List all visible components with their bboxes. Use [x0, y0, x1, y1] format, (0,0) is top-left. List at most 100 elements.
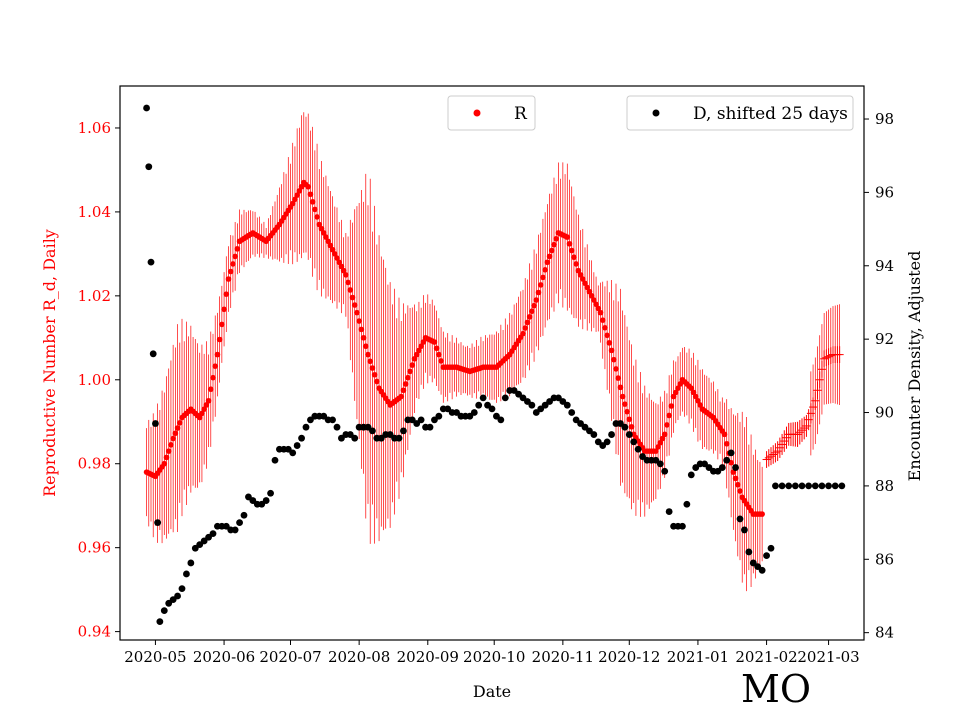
r-point — [737, 488, 743, 494]
r-point — [624, 408, 630, 415]
right-tick-label: 90 — [875, 404, 894, 422]
d-point — [791, 482, 799, 490]
r-point — [365, 351, 371, 358]
d-point — [630, 438, 638, 446]
d-point — [152, 420, 159, 427]
r-point — [416, 347, 422, 354]
legend-d-label: D, shifted 25 days — [693, 104, 848, 124]
d-point — [209, 530, 217, 538]
d-point — [656, 460, 664, 468]
r-point — [666, 412, 672, 419]
r-point — [318, 225, 325, 232]
x-axis-label: Date — [473, 682, 511, 701]
d-point — [590, 431, 598, 438]
r-point — [653, 448, 659, 454]
d-point — [369, 427, 376, 435]
d-point — [818, 482, 826, 490]
r-point — [323, 234, 329, 240]
r-point — [407, 368, 413, 375]
r-point — [207, 386, 214, 393]
r-point — [628, 423, 635, 430]
d-point — [838, 482, 846, 490]
left-tick-label: 0.94 — [78, 623, 111, 641]
r-point — [172, 430, 179, 437]
d-point — [568, 409, 576, 416]
d-point — [298, 434, 305, 442]
d-point — [149, 350, 157, 358]
left-tick-label: 1.00 — [78, 371, 111, 389]
r-point — [227, 268, 234, 275]
r-point — [320, 230, 327, 236]
r-point — [564, 234, 571, 240]
d-point — [147, 258, 155, 266]
r-point — [622, 401, 628, 407]
r-point — [327, 242, 334, 249]
r-point — [588, 293, 595, 299]
r-point — [170, 435, 176, 442]
x-tick-label: 2021-02 — [735, 648, 797, 666]
d-point — [831, 482, 839, 490]
x-axis: 2020-05 2020-06 2020-07 2020-08 2020-09 2020-… — [124, 640, 860, 666]
r-point — [309, 199, 316, 205]
d-point — [240, 511, 248, 519]
r-point — [695, 397, 701, 404]
d-point — [435, 412, 443, 420]
r-point — [595, 305, 602, 312]
right-axis-label: Encounter Density, Adjusted — [905, 251, 924, 482]
right-tick-label: 88 — [875, 477, 894, 495]
d-point — [665, 508, 673, 515]
r-point — [196, 414, 203, 421]
r-point — [336, 259, 343, 266]
r-point — [347, 287, 354, 293]
r-point — [305, 183, 312, 190]
r-point — [721, 431, 728, 438]
r-point — [568, 247, 575, 254]
r-point — [343, 272, 349, 278]
d-point — [811, 482, 819, 490]
r-point — [356, 318, 362, 324]
right-tick-label: 98 — [875, 110, 894, 128]
r-point — [542, 267, 548, 273]
d-point — [732, 464, 739, 471]
r-point — [161, 460, 168, 467]
r-point — [582, 280, 588, 287]
r-point — [199, 410, 205, 417]
r-point — [360, 335, 367, 341]
d-point — [426, 423, 434, 431]
d-point — [154, 519, 162, 526]
d-point — [143, 104, 150, 112]
r-point — [210, 374, 216, 381]
r-point — [571, 254, 577, 261]
r-point — [672, 389, 679, 396]
legend-d-marker — [652, 109, 660, 117]
r-point — [597, 309, 604, 316]
r-point — [398, 393, 405, 400]
d-point — [329, 416, 336, 424]
r-point — [524, 319, 531, 326]
r-point — [212, 363, 219, 369]
d-point — [470, 409, 478, 416]
r-point — [345, 279, 351, 286]
right-tick-label: 86 — [875, 550, 894, 568]
r-point — [529, 308, 535, 315]
r-point — [168, 442, 174, 448]
right-tick-label: 92 — [875, 330, 894, 348]
d-point — [333, 423, 341, 431]
d-point — [763, 552, 770, 560]
r-point — [604, 332, 610, 339]
d-point — [174, 592, 181, 600]
r-point — [602, 324, 608, 331]
r-point — [225, 276, 232, 282]
d-point — [528, 401, 536, 409]
r-point — [655, 444, 661, 450]
r-point — [307, 191, 314, 198]
r-point — [219, 321, 225, 328]
d-point — [417, 416, 425, 424]
d-point — [187, 559, 195, 567]
right-tick-label: 96 — [875, 183, 894, 201]
d-point — [727, 449, 735, 457]
d-point — [679, 522, 686, 530]
r-point — [668, 403, 675, 409]
r-point — [670, 393, 677, 400]
r-point — [613, 366, 619, 372]
